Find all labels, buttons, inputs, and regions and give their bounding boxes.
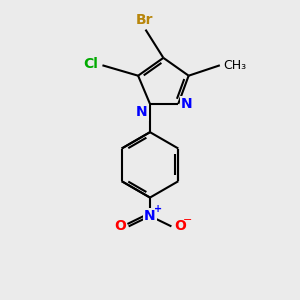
Text: N: N <box>181 97 192 111</box>
Text: O: O <box>114 219 126 233</box>
Text: Cl: Cl <box>83 57 98 71</box>
Text: O: O <box>174 219 186 233</box>
Text: +: + <box>154 204 162 214</box>
Text: CH₃: CH₃ <box>224 59 247 72</box>
Text: −: − <box>183 215 192 225</box>
Text: Br: Br <box>135 13 153 27</box>
Text: N: N <box>144 209 156 223</box>
Text: N: N <box>136 105 148 119</box>
